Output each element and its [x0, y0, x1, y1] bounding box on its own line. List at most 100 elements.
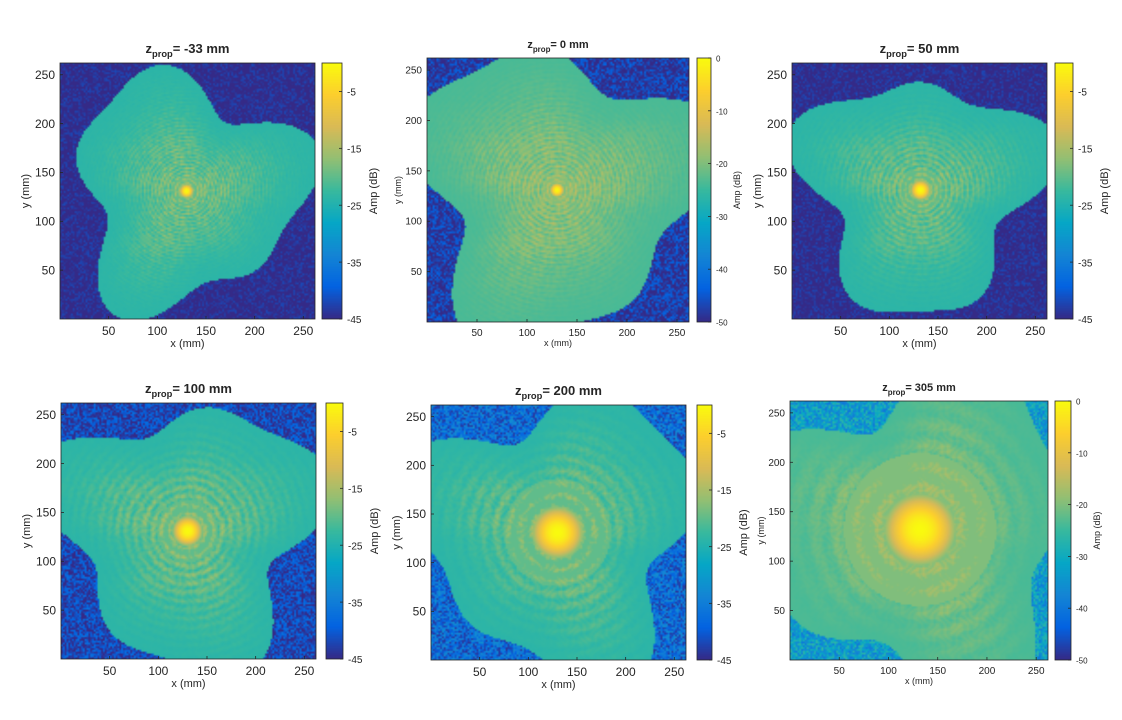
colorbar: [697, 405, 712, 660]
y-tick-label: 250: [405, 66, 422, 77]
colorbar: [697, 58, 711, 322]
heatmap-image: [431, 405, 686, 660]
y-tick-label: 100: [767, 214, 787, 228]
y-tick-label: 100: [406, 556, 426, 570]
title-variable: z: [880, 41, 887, 56]
colorbar: [322, 63, 342, 319]
colorbar-tick-label: -20: [716, 160, 728, 169]
x-tick-label: 250: [669, 328, 686, 339]
heatmap-panel: 50 100 150 200 250 50 100 150 200 250 x (mm) y (mm)…: [756, 382, 1102, 686]
x-tick-label: 50: [103, 664, 117, 678]
y-tick-label: 250: [406, 410, 426, 424]
heatmap-panel: 50 100 150 200 250 50 100 150 200 250 x (mm) y (mm)…: [21, 381, 381, 690]
y-tick-label: 250: [768, 408, 785, 419]
colorbar-label: Amp (dB): [368, 168, 380, 214]
colorbar-tick-label: -40: [1076, 605, 1088, 614]
y-tick-label: 50: [774, 606, 786, 617]
heatmap-panel: 50 100 150 200 250 50 100 150 200 250 x (mm) y (mm)…: [752, 41, 1111, 350]
y-tick-label: 200: [406, 459, 426, 473]
colorbar-label: Amp (dB): [1099, 168, 1111, 214]
title-value: = 50 mm: [907, 41, 959, 56]
title-variable: z: [882, 382, 888, 394]
heatmap-image: [792, 63, 1047, 319]
colorbar-label: Amp (dB): [369, 508, 381, 554]
title-variable: z: [515, 383, 522, 398]
y-axis-label: y (mm): [393, 176, 403, 204]
colorbar-frame: [1054, 62, 1074, 320]
colorbar-tick-label: -5: [347, 88, 356, 99]
colorbar-tick-label: -45: [717, 656, 732, 667]
y-tick-label: 250: [36, 408, 56, 422]
title-variable: z: [146, 41, 153, 56]
colorbar-label: Amp (dB): [738, 509, 750, 555]
title-subscript: prop: [533, 45, 551, 54]
heatmap-image: [427, 58, 689, 322]
heatmap-panel: 50 100 150 200 250 50 100 150 200 250 x (mm) y (mm)…: [393, 39, 742, 348]
heatmap-image: [61, 403, 316, 659]
x-tick-label: 250: [1025, 324, 1045, 338]
y-tick-label: 100: [768, 557, 785, 568]
colorbar-tick-label: -45: [1078, 315, 1093, 326]
colorbar: [326, 403, 343, 659]
title-subscript: prop: [152, 49, 173, 59]
colorbar-tick-label: 0: [1076, 398, 1081, 407]
colorbar-frame: [325, 402, 344, 660]
panel-title: zprop= 305 mm: [882, 382, 956, 397]
colorbar-tick-label: 0: [716, 55, 721, 64]
x-tick-label: 250: [294, 664, 314, 678]
heatmap-panel: 50 100 150 200 250 50 100 150 200 250 x (mm) y (mm)…: [391, 383, 750, 691]
x-tick-label: 100: [879, 324, 899, 338]
y-tick-label: 200: [35, 117, 55, 131]
x-tick-label: 200: [246, 664, 266, 678]
x-tick-label: 150: [567, 665, 587, 679]
colorbar-tick-label: -10: [1076, 449, 1088, 458]
x-tick-label: 250: [1028, 666, 1045, 677]
x-tick-label: 200: [245, 324, 265, 338]
y-axis-label: y (mm): [21, 514, 33, 548]
colorbar-tick-label: -30: [716, 213, 728, 222]
x-tick-label: 100: [880, 666, 897, 677]
heatmap-image: [790, 401, 1048, 660]
y-tick-label: 150: [36, 506, 56, 520]
plot-frame: [426, 57, 690, 323]
colorbar-tick-label: -5: [348, 428, 357, 439]
colorbar-tick-label: -35: [348, 598, 363, 609]
colorbar: [1055, 63, 1073, 319]
colorbar-label: Amp (dB): [1092, 511, 1102, 549]
x-tick-label: 200: [977, 324, 997, 338]
colorbar-tick-label: -40: [716, 266, 728, 275]
x-tick-label: 50: [473, 665, 487, 679]
y-tick-label: 50: [774, 263, 788, 277]
x-tick-label: 200: [616, 665, 636, 679]
colorbar-tick-label: -50: [716, 319, 728, 328]
heatmap-image: [60, 63, 315, 319]
y-tick-label: 100: [405, 217, 422, 228]
colorbar-tick-label: -5: [1078, 88, 1087, 99]
y-tick-label: 200: [36, 457, 56, 471]
colorbar-frame: [696, 404, 713, 661]
plot-frame: [59, 62, 316, 320]
x-tick-label: 50: [102, 324, 116, 338]
title-value: = 0 mm: [550, 39, 588, 51]
title-subscript: prop: [886, 49, 907, 59]
y-tick-label: 150: [767, 166, 787, 180]
title-value: = 100 mm: [172, 381, 232, 396]
colorbar-tick-label: -25: [348, 541, 363, 552]
panel-title: zprop= 50 mm: [880, 41, 960, 59]
x-axis-label: x (mm): [171, 678, 205, 690]
y-tick-label: 150: [406, 507, 426, 521]
x-tick-label: 50: [834, 324, 848, 338]
title-value: = -33 mm: [173, 41, 230, 56]
colorbar-frame: [1054, 400, 1072, 661]
colorbar-tick-label: -45: [348, 655, 363, 666]
x-axis-label: x (mm): [902, 338, 936, 350]
y-tick-label: 200: [405, 116, 422, 127]
colorbar-frame: [321, 62, 343, 320]
y-tick-label: 250: [767, 68, 787, 82]
x-tick-label: 100: [147, 324, 167, 338]
y-tick-label: 200: [767, 117, 787, 131]
colorbar-tick-label: -25: [1078, 201, 1093, 212]
panel-title: zprop= 0 mm: [527, 39, 589, 54]
y-tick-label: 50: [413, 605, 427, 619]
colorbar-tick-label: -5: [717, 430, 726, 441]
